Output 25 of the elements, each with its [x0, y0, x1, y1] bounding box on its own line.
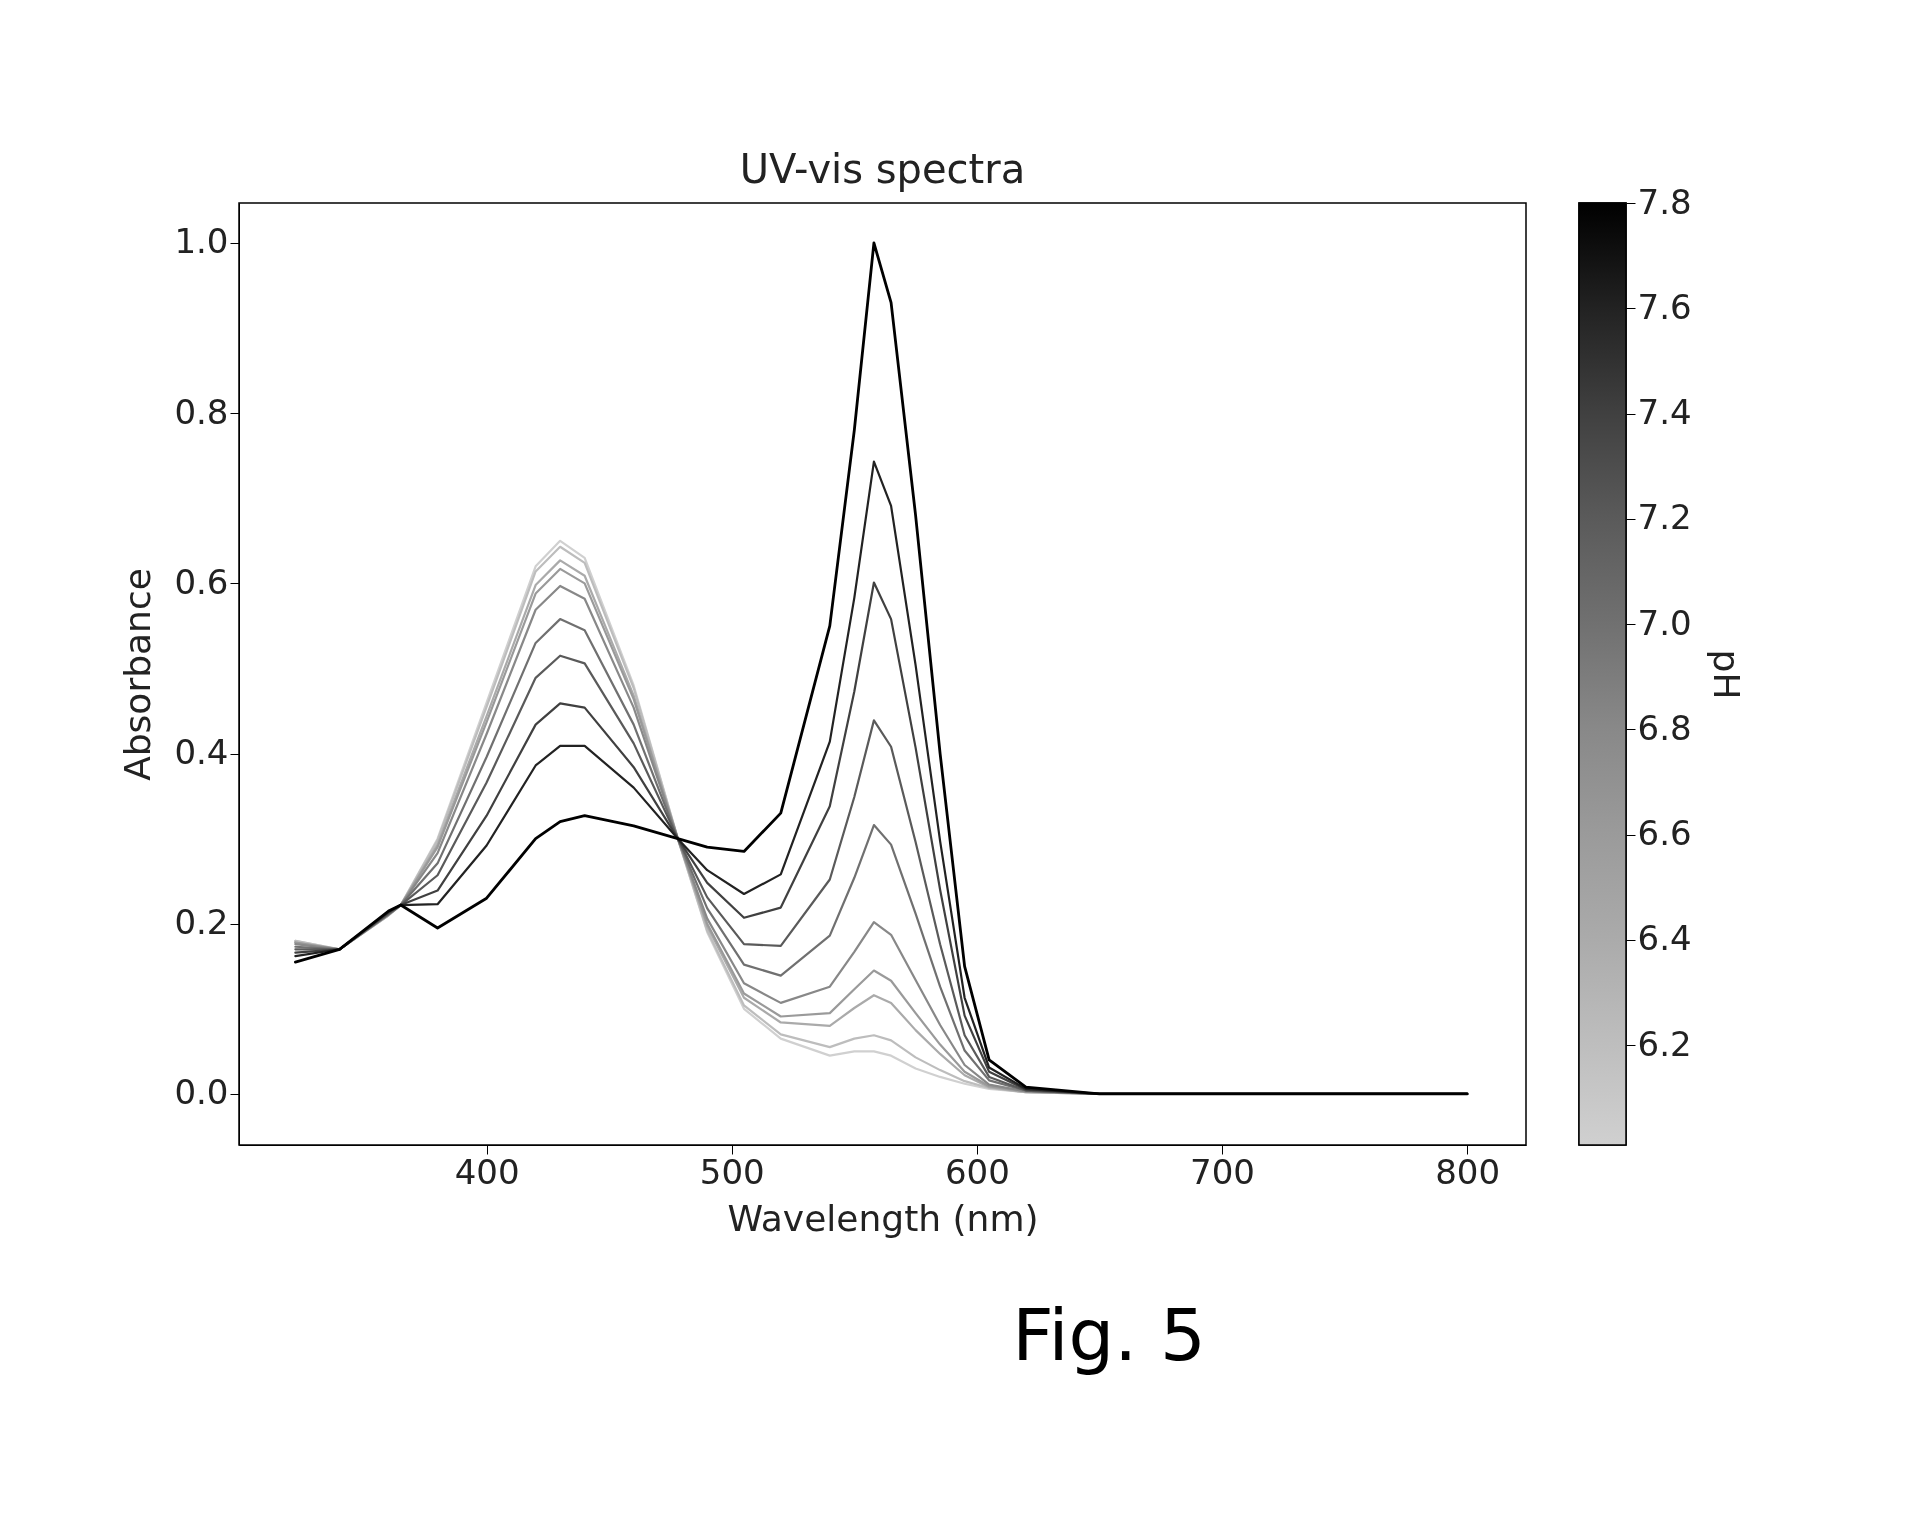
y-tick-label: 0.8	[174, 391, 229, 432]
caption: Fig. 5	[1012, 1293, 1206, 1377]
x-tick-label: 700	[1190, 1151, 1255, 1192]
x-tick-label: 600	[944, 1151, 1010, 1192]
color-bar-label: 6.4	[1637, 918, 1692, 959]
x-tick-label: 500	[699, 1151, 765, 1192]
color-bar-label: 7.0	[1637, 602, 1692, 643]
x-tick-label: 800	[1435, 1151, 1501, 1192]
x-tick-label: 400	[454, 1151, 520, 1192]
x-axis-title: Wavelength (nm)	[727, 1197, 1039, 1239]
color-bar-label: 7.4	[1637, 392, 1692, 432]
color-bar-label: 7.8	[1637, 181, 1692, 222]
color-bar-label: 6.8	[1637, 707, 1692, 748]
y-tick-label: 0.2	[174, 902, 229, 943]
color-bar-label: 6.2	[1637, 1023, 1692, 1064]
y-tick-label: 0.6	[174, 561, 229, 602]
y-axis-title: Absorbance	[117, 568, 159, 781]
chart-title: UV-vis spectra	[739, 146, 1026, 192]
color-bar-label: 7.2	[1637, 497, 1692, 538]
y-tick-label: 0.4	[174, 732, 229, 773]
y-tick-label: 0.0	[174, 1072, 229, 1113]
color-bar-title: pH	[1705, 649, 1747, 700]
color-bar-label: 6.6	[1637, 813, 1692, 854]
color-bar-label: 7.6	[1637, 286, 1692, 327]
y-tick-label: 1.0	[174, 221, 229, 262]
